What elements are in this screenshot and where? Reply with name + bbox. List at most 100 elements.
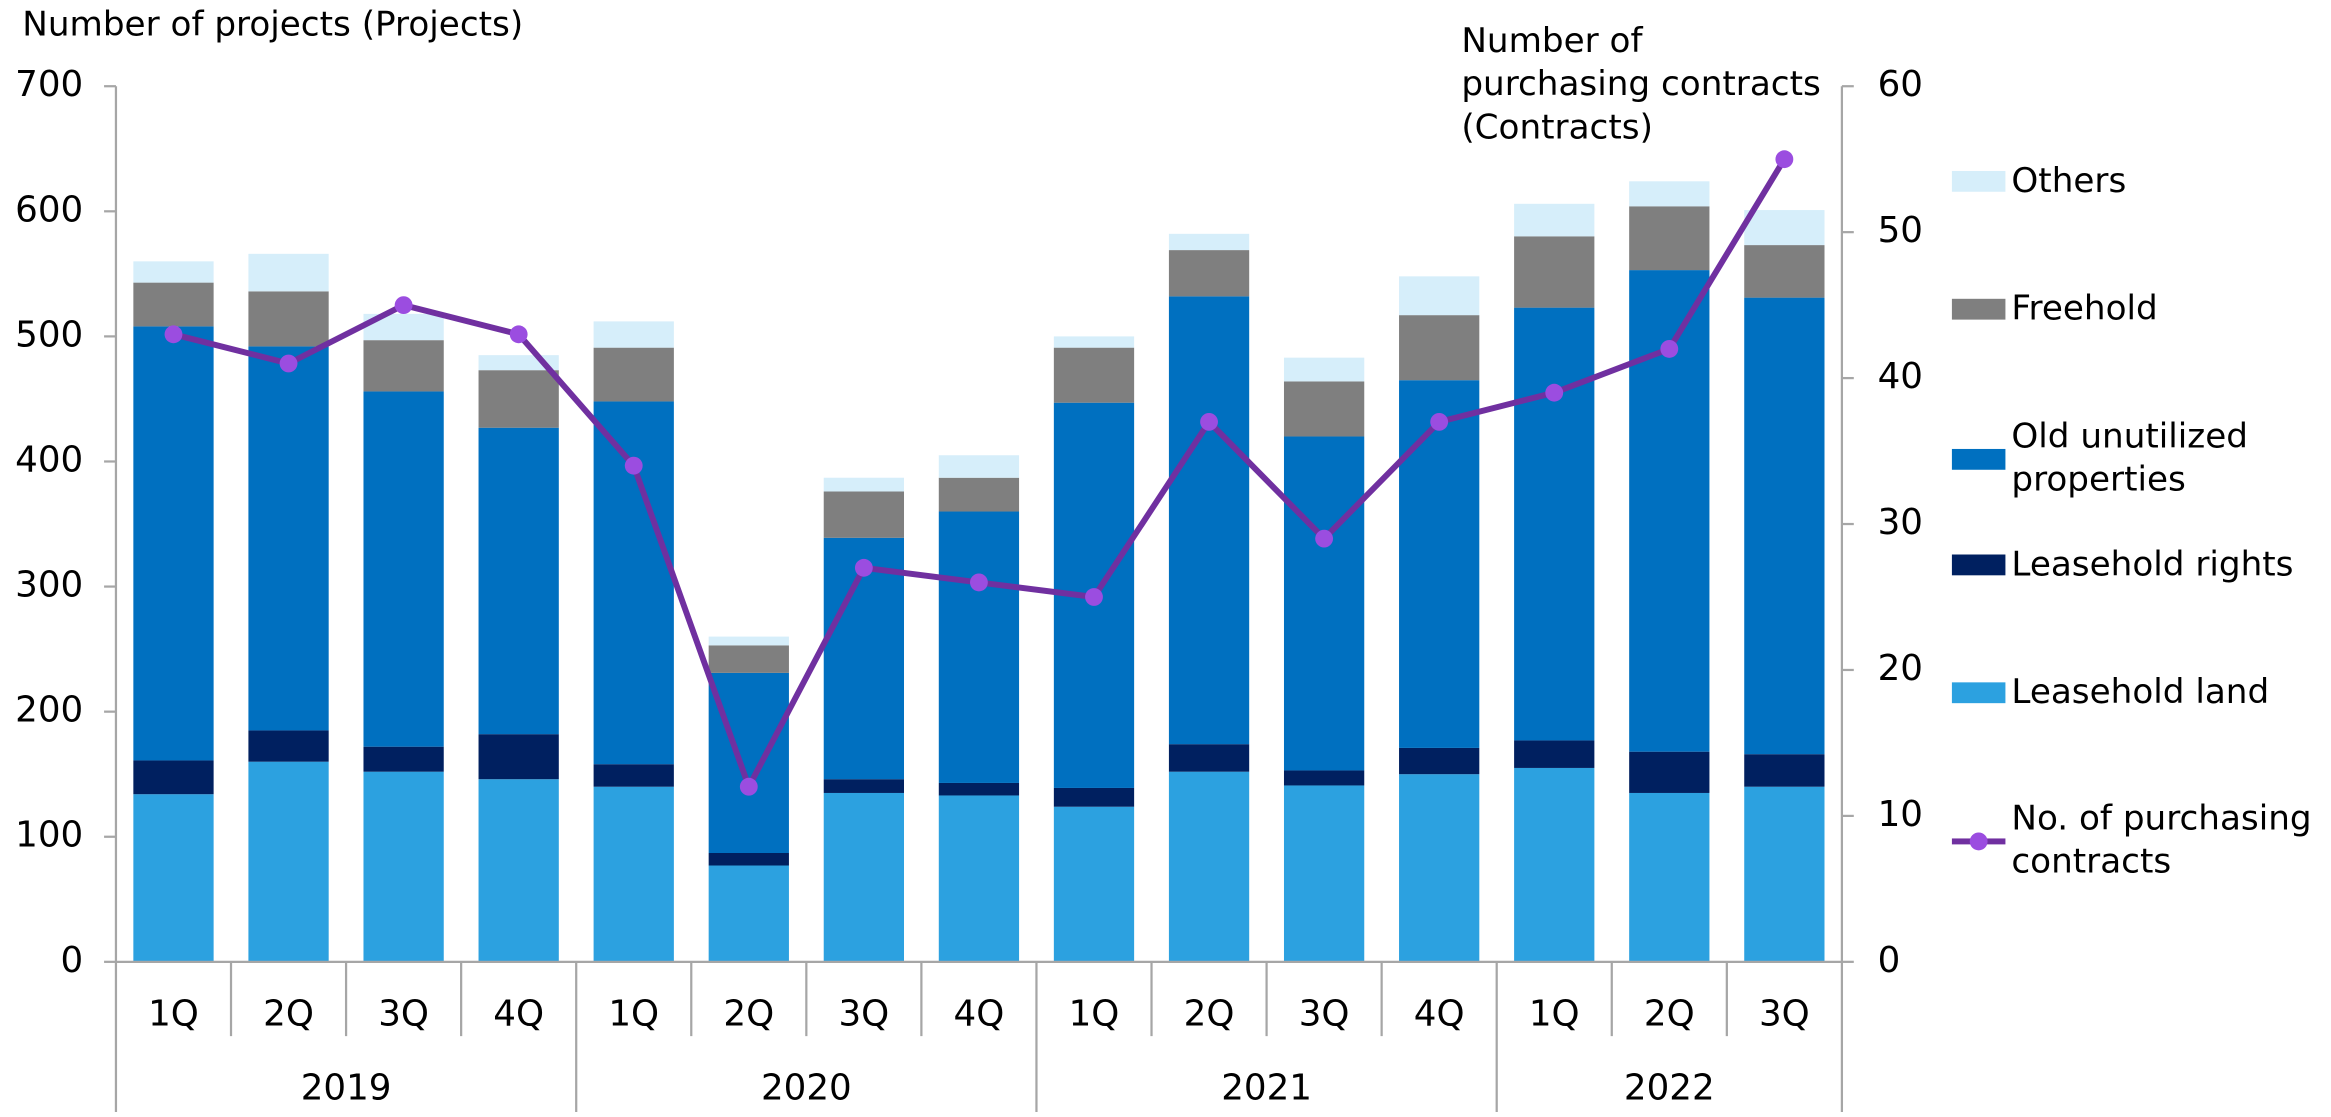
- x-tick-label: 1Q: [1529, 993, 1580, 1034]
- line-marker: [854, 558, 873, 577]
- bar-segment: [1283, 785, 1365, 962]
- bar-segment: [1744, 786, 1825, 962]
- bar-segment: [133, 261, 214, 283]
- y-axis-title: Number of projects (Projects): [22, 5, 524, 45]
- bar-segment: [708, 672, 789, 854]
- bar-segment: [1399, 276, 1480, 316]
- y2-tick-label: 10: [1878, 794, 1923, 835]
- bar-segment: [938, 795, 1020, 962]
- x-tick-label: 3Q: [378, 993, 429, 1034]
- bar-segment: [823, 779, 905, 793]
- bar-segment: [823, 537, 905, 780]
- x-tick-label: 4Q: [954, 993, 1005, 1034]
- x-tick-label: 3Q: [1759, 993, 1810, 1034]
- bar-segment: [248, 291, 329, 347]
- bar-segment: [1514, 203, 1595, 237]
- bar-segment: [478, 370, 559, 428]
- y2-tick-label: 20: [1878, 648, 1923, 689]
- legend-item: Freehold: [1951, 265, 2324, 354]
- bar-segment: [1168, 771, 1250, 962]
- bar-segment: [1514, 767, 1595, 962]
- legend-item: Old unutilized properties: [1951, 415, 2324, 504]
- bar-segment: [1053, 787, 1135, 807]
- line-marker: [1660, 339, 1679, 358]
- bar-segment: [478, 779, 559, 962]
- bar-segment: [478, 734, 559, 780]
- bar-segment: [1514, 236, 1595, 308]
- y-tick-label: 200: [15, 690, 83, 731]
- legend-swatch: [1951, 170, 2006, 192]
- bar-segment: [363, 391, 444, 747]
- bar-segment: [1629, 751, 1710, 793]
- legend-swatch: [1951, 682, 2006, 704]
- bar-segment: [1053, 806, 1135, 962]
- bar-segment: [1168, 233, 1250, 251]
- bar-segment: [1168, 296, 1250, 745]
- legend-swatch: [1951, 554, 2006, 576]
- x-group-label: 2019: [301, 1068, 392, 1109]
- x-tick-label: 3Q: [1299, 993, 1350, 1034]
- legend-label: No. of purchasing contracts: [2011, 799, 2312, 882]
- legend-item: No. of purchasing contracts: [1951, 797, 2324, 886]
- legend-swatch: [1951, 298, 2006, 320]
- x-tick-label: 1Q: [608, 993, 659, 1034]
- line-marker: [970, 573, 988, 592]
- line-marker: [1775, 150, 1794, 169]
- bar-segment: [248, 346, 329, 731]
- y2-tick-label: 30: [1878, 502, 1923, 543]
- line-marker: [624, 456, 643, 475]
- x-tick-label: 2Q: [263, 993, 314, 1034]
- legend-marker: [1969, 832, 1988, 851]
- bar-segment: [1629, 181, 1710, 207]
- bar-segment: [1399, 380, 1480, 748]
- legend-label: Freehold: [2011, 289, 2158, 328]
- line-marker: [1545, 383, 1564, 402]
- bar-segment: [593, 401, 674, 765]
- bar-segment: [938, 782, 1020, 796]
- x-tick-label: 2Q: [723, 993, 774, 1034]
- legend-label: Others: [2011, 161, 2127, 200]
- bar-segment: [823, 477, 905, 492]
- line-marker: [1200, 412, 1218, 431]
- y2-tick-label: 0: [1878, 940, 1901, 981]
- bar-segment: [1053, 347, 1135, 403]
- bar-segment: [248, 761, 329, 962]
- bar-segment: [133, 794, 214, 962]
- bar-segment: [1168, 250, 1250, 297]
- bar-segment: [363, 771, 444, 962]
- bar-segment: [823, 792, 905, 962]
- bar-segment: [1514, 740, 1595, 768]
- x-tick-label: 1Q: [1069, 993, 1120, 1034]
- line-marker: [394, 296, 413, 315]
- bar-segment: [133, 282, 214, 327]
- bar-segment: [823, 491, 905, 538]
- bar-segment: [248, 730, 329, 762]
- line-marker: [164, 325, 183, 344]
- x-tick-label: 2Q: [1644, 993, 1695, 1034]
- bar-segment: [1283, 436, 1365, 771]
- bar-segment: [593, 786, 674, 962]
- bar-segment: [938, 455, 1020, 478]
- legend-swatch: [1951, 448, 2006, 470]
- bar-segment: [938, 511, 1020, 783]
- line-marker: [1085, 588, 1103, 606]
- line-marker: [1430, 412, 1449, 431]
- bar-segment: [1744, 210, 1825, 246]
- bar-segment: [1283, 770, 1365, 786]
- legend-item: Leasehold rights: [1951, 520, 2324, 609]
- line-marker: [509, 325, 528, 344]
- line-marker: [279, 354, 298, 373]
- legend-item: Others: [1951, 137, 2324, 226]
- bar-segment: [363, 746, 444, 772]
- x-group-label: 2020: [761, 1068, 852, 1109]
- bar-segment: [938, 477, 1020, 512]
- legend-label: Leasehold land: [2011, 672, 2270, 712]
- x-group-label: 2022: [1624, 1068, 1715, 1109]
- bar-segment: [1399, 747, 1480, 775]
- y2-tick-label: 40: [1878, 356, 1923, 397]
- bar-segment: [363, 340, 444, 392]
- x-tick-label: 4Q: [1414, 993, 1465, 1034]
